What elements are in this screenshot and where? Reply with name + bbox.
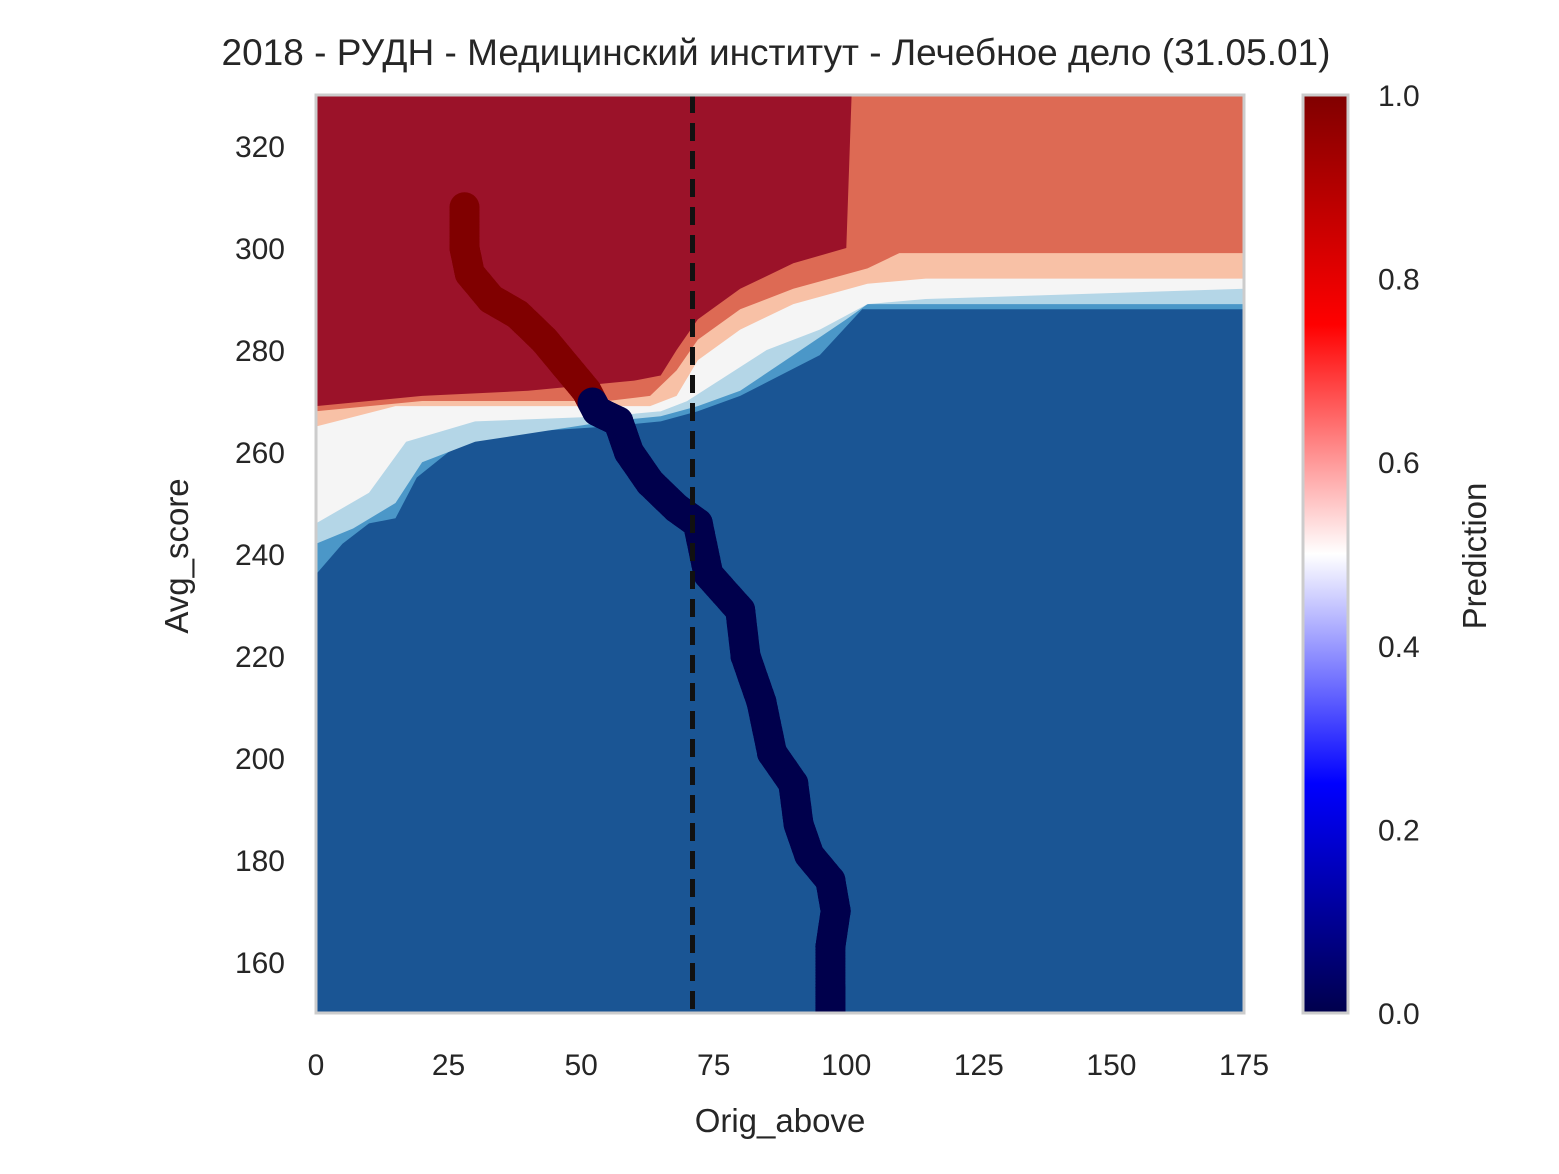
colorbar-ticks: 0.0 0.2 0.4 0.6 0.8 1.0	[1378, 80, 1420, 1031]
prediction-scatter	[449, 192, 851, 1013]
chart-title: 2018 - РУДН - Медицинский институт - Леч…	[222, 32, 1331, 73]
x-tick-label: 175	[1219, 1049, 1269, 1082]
y-tick-label: 240	[235, 539, 285, 572]
x-axis-ticks: 0 25 50 75 100 125 150 175	[308, 1049, 1269, 1082]
scatter-point	[815, 998, 846, 1013]
contour-band-upper-right	[851, 95, 1244, 248]
colorbar-tick-label: 0.4	[1378, 631, 1420, 664]
y-tick-label: 280	[235, 335, 285, 368]
x-tick-label: 75	[697, 1049, 730, 1082]
colorbar-tick-label: 0.6	[1378, 447, 1420, 480]
y-tick-label: 300	[235, 233, 285, 266]
x-tick-label: 0	[308, 1049, 325, 1082]
x-tick-label: 100	[821, 1049, 871, 1082]
colorbar-tick-label: 1.0	[1378, 80, 1420, 113]
colorbar-tick-label: 0.0	[1378, 998, 1420, 1031]
plot-frame	[314, 93, 1246, 1015]
colorbar-tick-label: 0.8	[1378, 264, 1420, 297]
y-tick-label: 200	[235, 743, 285, 776]
y-axis-label: Avg_score	[158, 478, 195, 633]
y-tick-label: 220	[235, 641, 285, 674]
heatmap-area	[316, 95, 1244, 1013]
y-axis-ticks: 160 180 200 220 240 260 280 300 320	[235, 131, 285, 980]
x-axis-label: Orig_above	[695, 1102, 866, 1139]
x-tick-label: 50	[564, 1049, 597, 1082]
colorbar: 0.0 0.2 0.4 0.6 0.8 1.0 Prediction	[1301, 80, 1493, 1031]
colorbar-tick-label: 0.2	[1378, 814, 1420, 847]
y-tick-label: 260	[235, 437, 285, 470]
colorbar-gradient	[1301, 93, 1350, 1015]
colorbar-label: Prediction	[1456, 483, 1493, 630]
x-tick-label: 125	[954, 1049, 1004, 1082]
y-tick-label: 180	[235, 845, 285, 878]
y-tick-label: 160	[235, 947, 285, 980]
y-tick-label: 320	[235, 131, 285, 164]
x-tick-label: 150	[1086, 1049, 1136, 1082]
x-tick-label: 25	[432, 1049, 465, 1082]
